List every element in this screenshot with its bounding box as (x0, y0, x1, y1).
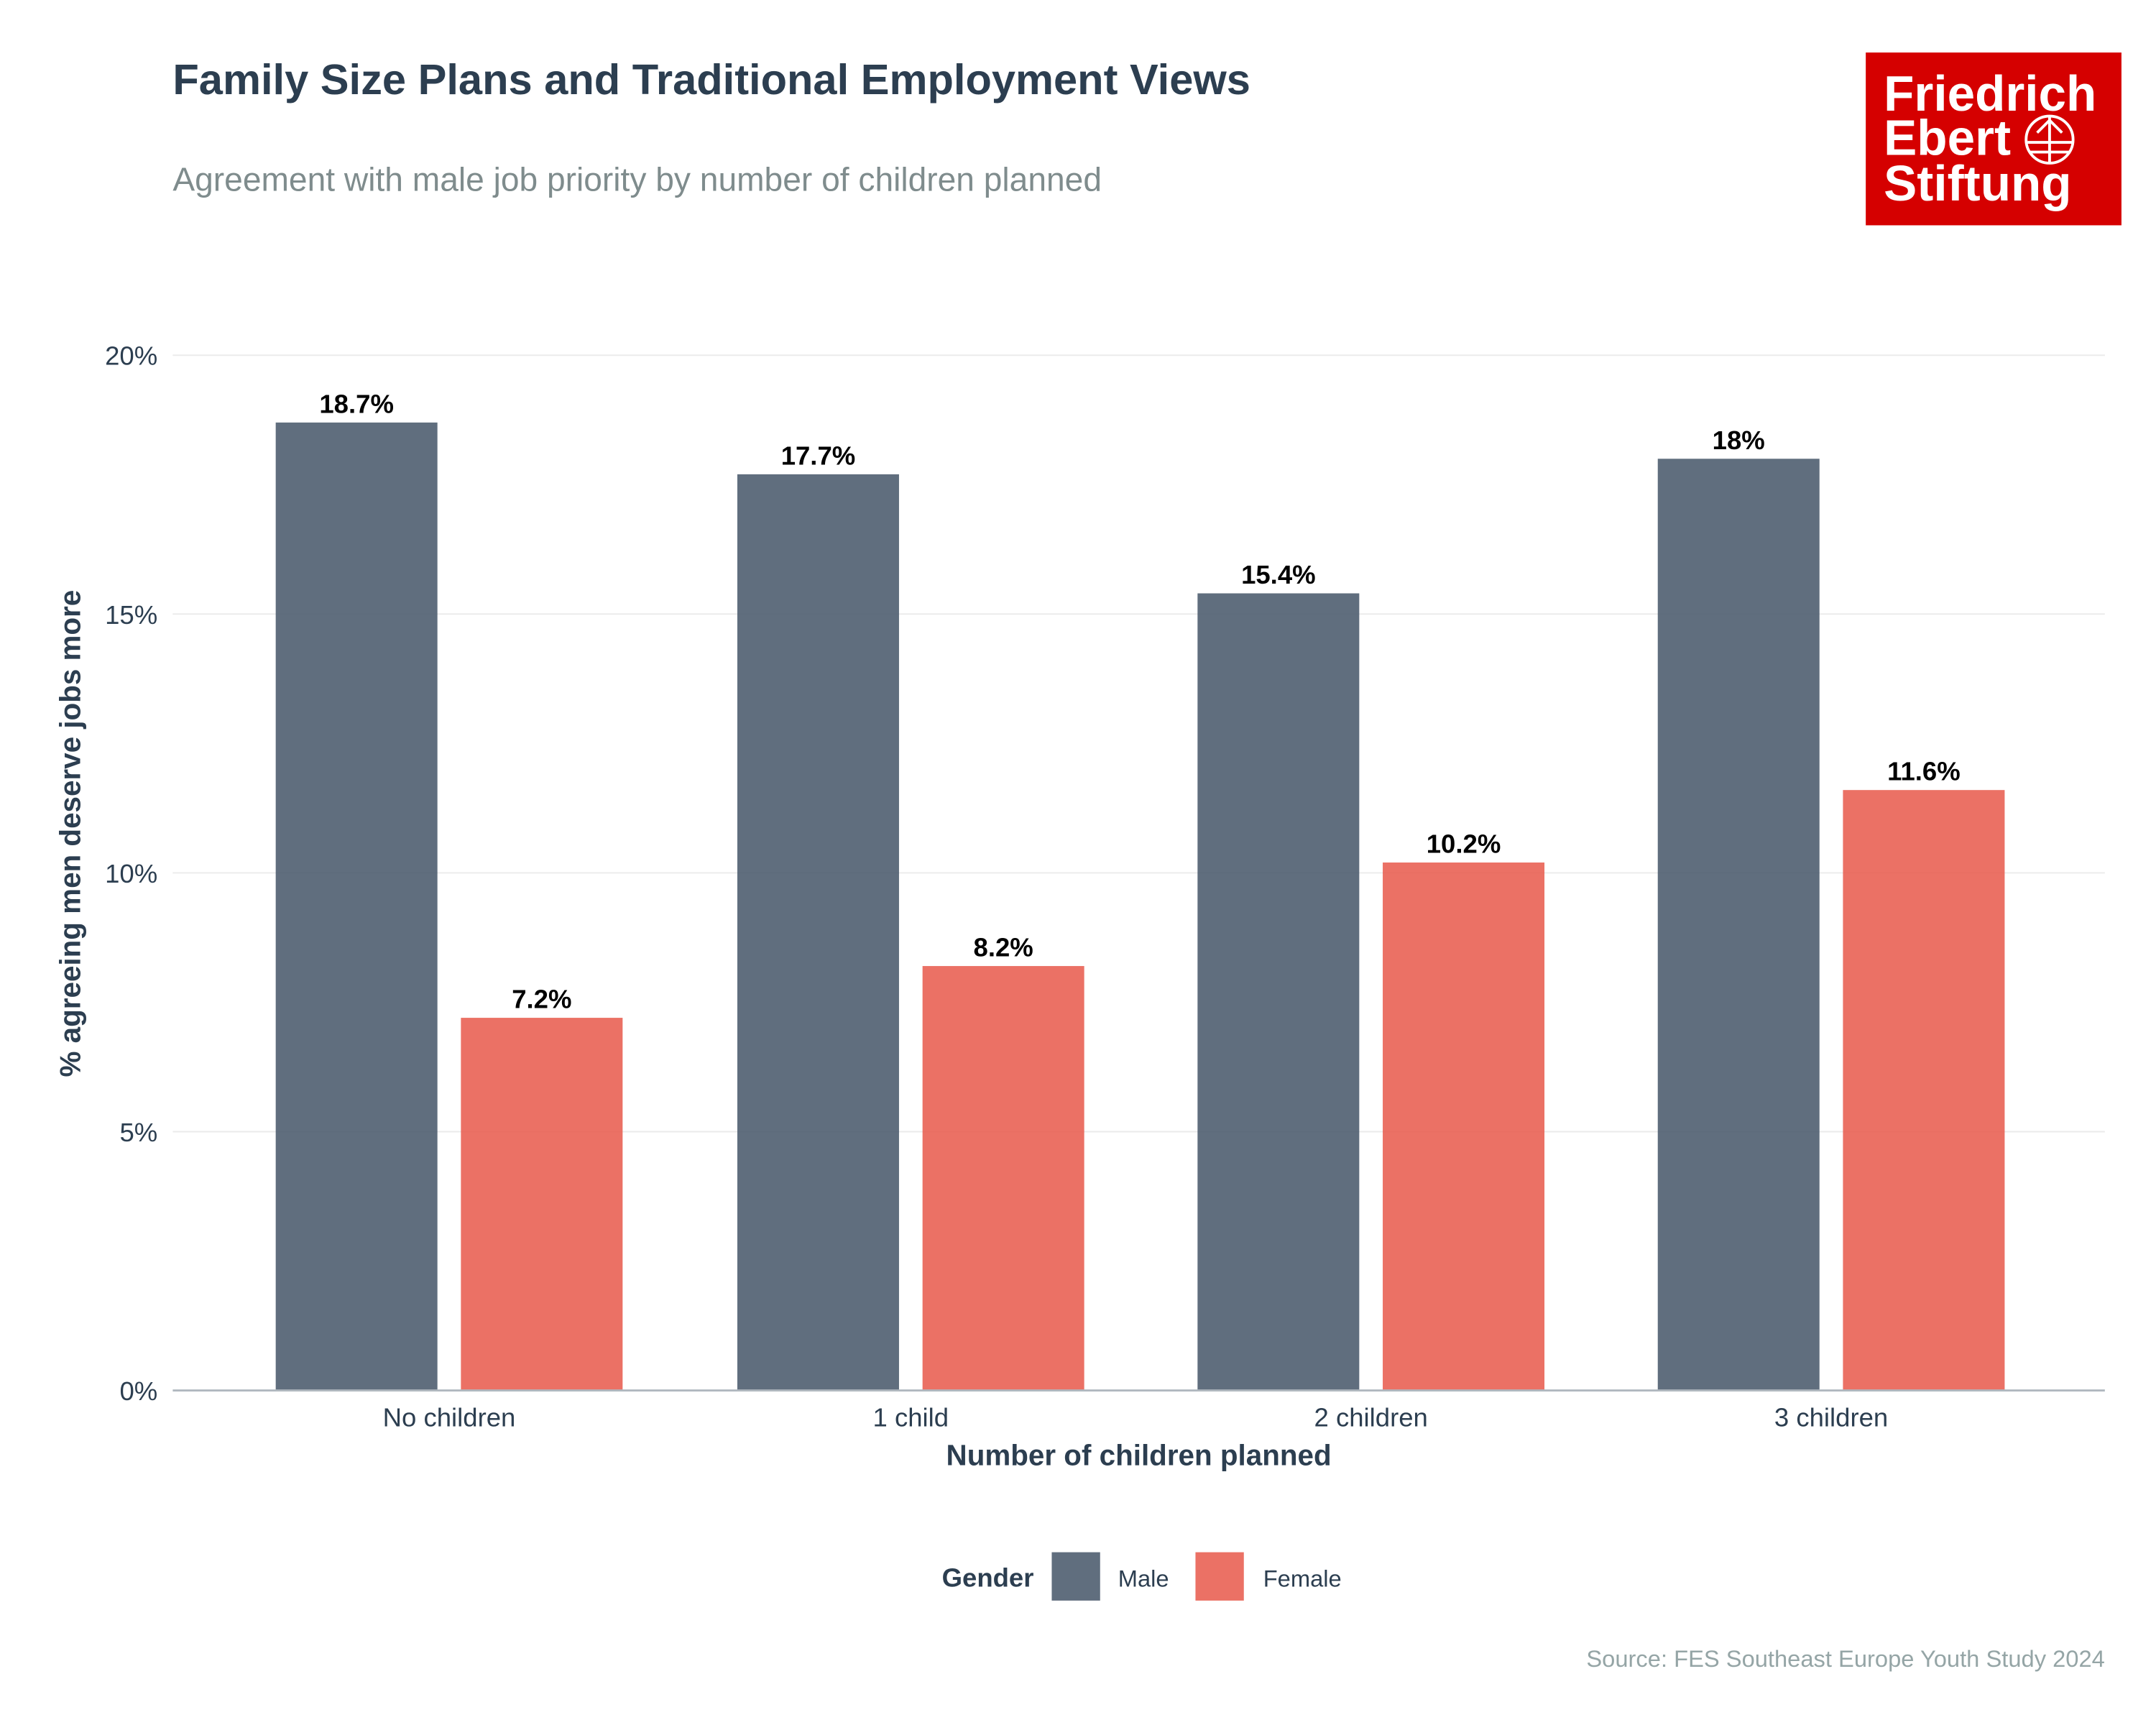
legend: Gender Male Female (942, 1552, 1342, 1601)
y-tick-label: 0% (119, 1376, 157, 1406)
data-label: 11.6% (1887, 757, 1961, 786)
data-label: 18% (1713, 426, 1765, 455)
logo-line-2: Ebert (1884, 109, 2011, 165)
logo-background (1866, 52, 2122, 226)
legend-label-male: Male (1118, 1565, 1169, 1592)
data-label: 7.2% (512, 985, 571, 1014)
y-tick-label: 10% (105, 859, 157, 888)
bar-female (461, 1018, 623, 1391)
logo-line-1: Friedrich (1884, 65, 2096, 121)
bar-female (1843, 790, 2005, 1391)
x-axis-title: Number of children planned (946, 1438, 1332, 1471)
data-labels: 18.7% 7.2% 17.7% 8.2% 15.4% 10.2% 18% 11.6% (319, 389, 1960, 1013)
bar-female (922, 966, 1084, 1391)
y-axis-title: % agreeing men deserve jobs more (54, 590, 87, 1077)
x-tick-label: 1 child (873, 1403, 949, 1432)
legend-label-female: Female (1263, 1565, 1342, 1592)
logo-line-3: Stiftung (1884, 155, 2071, 211)
data-label: 8.2% (974, 933, 1033, 962)
fes-logo: Friedrich Ebert Stiftung (1866, 52, 2122, 226)
logo-emblem-icon (2024, 114, 2075, 165)
legend-swatch-female (1195, 1552, 1244, 1601)
y-tick-label: 20% (105, 341, 157, 371)
bar-male (1197, 593, 1360, 1391)
data-label: 17.7% (781, 441, 856, 470)
data-label: 10.2% (1427, 829, 1501, 859)
bar-male (275, 422, 438, 1391)
chart-subtitle: Agreement with male job priority by numb… (172, 160, 1102, 198)
bar-male (737, 474, 899, 1391)
legend-title: Gender (942, 1563, 1034, 1593)
x-tick-label: 2 children (1314, 1403, 1428, 1432)
bar-female (1383, 862, 1545, 1391)
x-tick-label: No children (383, 1403, 516, 1432)
y-tick-label: 15% (105, 600, 157, 630)
data-label: 18.7% (319, 389, 394, 418)
chart-title: Family Size Plans and Traditional Employ… (172, 55, 1250, 104)
x-tick-label: 3 children (1774, 1403, 1888, 1432)
y-axis-ticks: 0% 5% 10% 15% 20% (105, 341, 157, 1406)
data-label: 15.4% (1241, 560, 1316, 589)
legend-swatch-male (1051, 1552, 1100, 1601)
bar-male (1657, 459, 1820, 1391)
x-axis-ticks: No children 1 child 2 children 3 children (383, 1403, 1889, 1432)
source-caption: Source: FES Southeast Europe Youth Study… (1586, 1645, 2104, 1672)
y-tick-label: 5% (119, 1118, 157, 1147)
bars (275, 422, 2005, 1391)
